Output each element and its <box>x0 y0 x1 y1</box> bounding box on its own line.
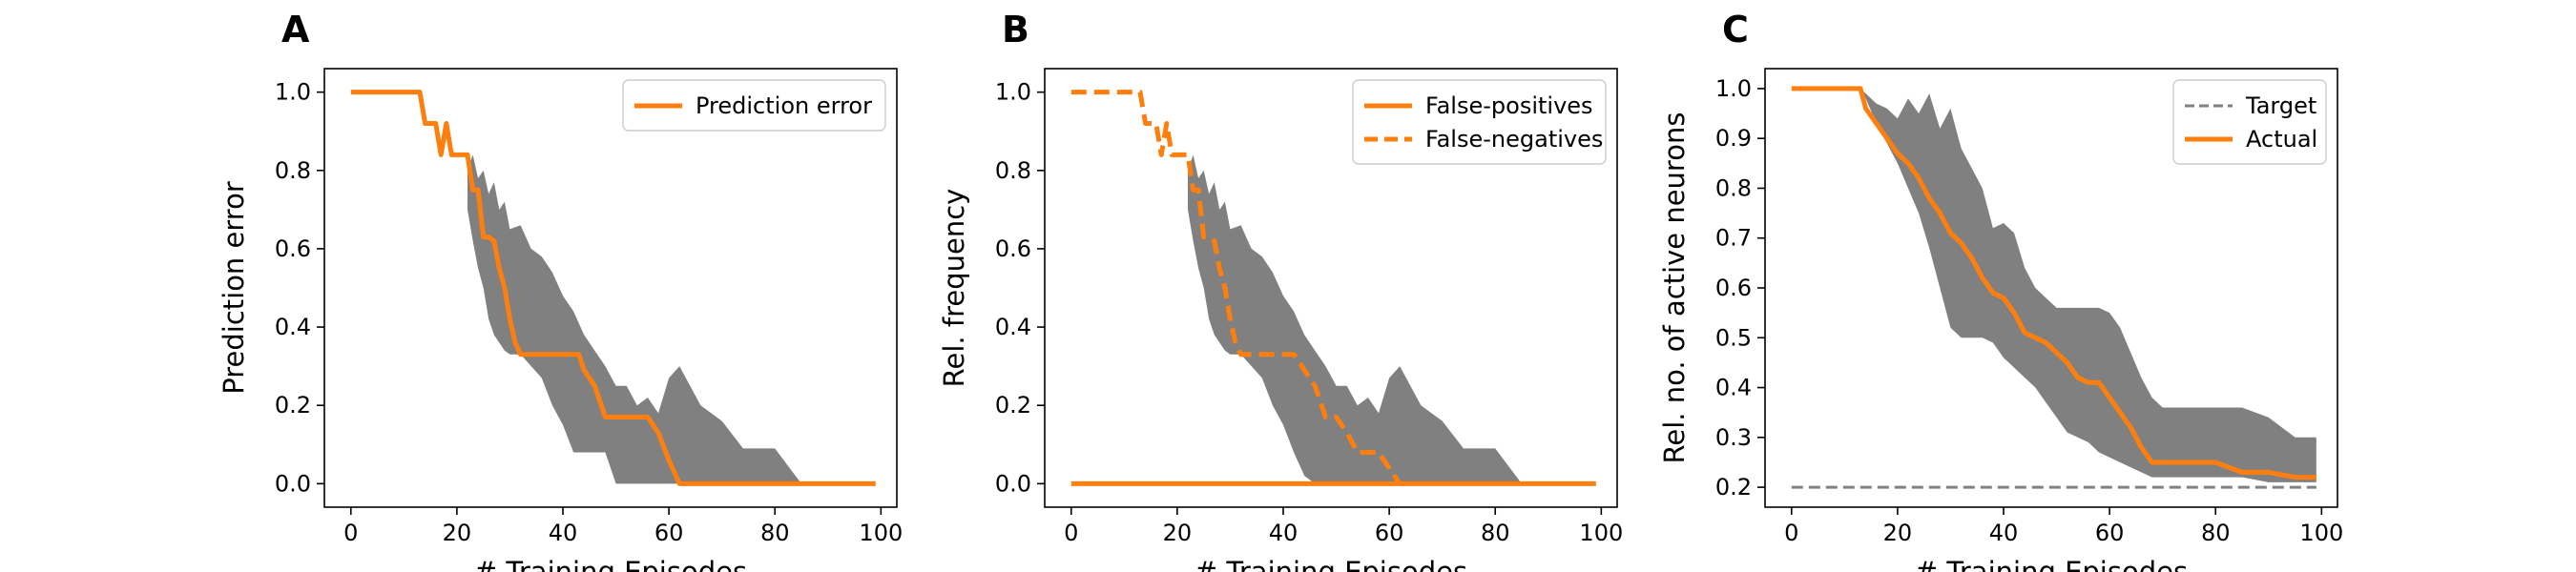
legend-frame <box>2172 79 2327 165</box>
x-tick-label: 100 <box>859 520 903 546</box>
x-tick-label: 80 <box>760 520 790 546</box>
x-tick-label: 0 <box>1064 520 1078 546</box>
legend: False-positives False-negatives <box>1352 79 1607 165</box>
legend-entry: False-negatives <box>1425 126 1603 153</box>
legend-entry: False-positives <box>1425 92 1593 119</box>
y-tick-label: 1.0 <box>1715 75 1752 102</box>
y-tick-label: 0.6 <box>1715 275 1752 301</box>
x-tick-label: 40 <box>549 520 578 546</box>
x-tick-label: 80 <box>2201 520 2231 546</box>
y-tick-label: 0.6 <box>995 235 1031 262</box>
y-tick-label: 0.4 <box>275 314 311 340</box>
x-tick-label: 0 <box>343 520 358 546</box>
x-tick-label: 60 <box>1375 520 1404 546</box>
x-tick-label: 0 <box>1784 520 1798 546</box>
panel-letter: B <box>1002 9 1029 51</box>
y-tick-label: 0.6 <box>275 235 311 262</box>
series-line-prediction-error <box>350 90 876 486</box>
band-area <box>467 154 801 484</box>
legend-frame <box>1352 79 1607 165</box>
panel-letter: C <box>1722 9 1749 51</box>
y-tick-label: 0.4 <box>1715 375 1752 401</box>
x-tick-label: 40 <box>1989 520 2019 546</box>
x-tick-label: 60 <box>654 520 684 546</box>
x-tick-label: 40 <box>1269 520 1298 546</box>
panel-a: 0 20 40 60 80 100 0.0 0.2 0.4 0.6 0.8 1.0 # Training… <box>218 9 903 572</box>
y-tick-label: 0.4 <box>995 314 1031 340</box>
y-tick-label: 0.8 <box>1715 174 1752 201</box>
legend-entry: Prediction error <box>696 92 872 119</box>
band-area <box>1188 154 1522 484</box>
y-tick-label: 0.2 <box>275 392 311 419</box>
y-tick-label: 0.0 <box>995 470 1031 497</box>
x-axis-label: # Training Episodes <box>474 556 747 572</box>
legend: Prediction error <box>622 79 886 132</box>
y-axis-label: Rel. frequency <box>938 189 970 388</box>
y-tick-label: 0.5 <box>1715 324 1752 351</box>
legend-entry: Actual <box>2246 126 2317 153</box>
x-tick-label: 20 <box>443 520 472 546</box>
x-tick-label: 80 <box>1481 520 1510 546</box>
x-axis-label: # Training Episodes <box>1915 556 2188 572</box>
series-line-actual <box>1791 86 2316 480</box>
y-tick-label: 1.0 <box>275 79 311 106</box>
x-tick-label: 100 <box>2299 520 2343 546</box>
y-tick-label: 0.9 <box>1715 125 1752 152</box>
x-tick-label: 100 <box>1579 520 1623 546</box>
panel-c: 0 20 40 60 80 100 0.2 0.3 0.4 0.5 0.6 0.7 0.8 0.9 1.0 #… <box>1658 9 2343 572</box>
panel-letter: A <box>281 9 310 51</box>
y-axis-label: Rel. no. of active neurons <box>1658 112 1691 464</box>
panel-b: 0 20 40 60 80 100 0.0 0.2 0.4 0.6 0.8 1.0 # Training… <box>938 9 1623 572</box>
y-axis-label: Prediction error <box>218 181 250 395</box>
legend-entry: Target <box>2245 92 2316 119</box>
y-tick-label: 0.7 <box>1715 225 1752 252</box>
x-axis-label: # Training Episodes <box>1195 556 1467 572</box>
series-line-false-negatives <box>1070 90 1402 485</box>
legend: Target Actual <box>2172 79 2327 165</box>
y-tick-label: 1.0 <box>995 79 1031 106</box>
x-tick-label: 20 <box>1163 520 1193 546</box>
y-tick-label: 0.3 <box>1715 424 1752 451</box>
y-tick-label: 0.2 <box>995 392 1031 419</box>
y-tick-label: 0.0 <box>275 470 311 497</box>
axes-frame <box>1044 68 1618 508</box>
y-tick-label: 0.2 <box>1715 474 1752 500</box>
axes-frame <box>323 68 898 508</box>
x-tick-label: 20 <box>1883 520 1913 546</box>
y-tick-label: 0.8 <box>275 157 311 184</box>
y-tick-label: 0.8 <box>995 157 1031 184</box>
x-tick-label: 60 <box>2095 520 2125 546</box>
band-area <box>1860 88 2316 482</box>
legend-frame <box>622 79 886 132</box>
